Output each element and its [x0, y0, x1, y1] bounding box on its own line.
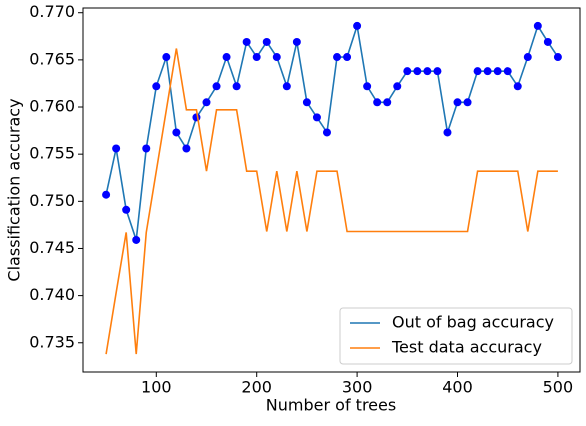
x-tick-label: 200: [241, 378, 272, 397]
point: [172, 128, 181, 137]
point: [152, 82, 161, 91]
point: [312, 113, 321, 122]
point: [423, 67, 432, 76]
point: [343, 53, 352, 62]
legend-label: Test data accuracy: [391, 338, 542, 357]
point: [102, 190, 111, 199]
point: [132, 235, 141, 244]
point: [503, 67, 512, 76]
point: [473, 67, 482, 76]
point: [363, 82, 372, 91]
point: [142, 144, 151, 153]
point: [403, 67, 412, 76]
point: [513, 82, 522, 91]
y-tick-label: 0.770: [29, 2, 75, 21]
x-tick-label: 100: [141, 378, 172, 397]
point: [413, 67, 422, 76]
legend-label: Out of bag accuracy: [392, 313, 554, 332]
point: [222, 53, 231, 62]
point: [232, 82, 241, 91]
point: [212, 82, 221, 91]
series-line: [105, 48, 558, 355]
series-line: [105, 24, 559, 241]
point: [282, 82, 291, 91]
point: [443, 128, 452, 137]
x-tick-label: 500: [543, 378, 574, 397]
point: [493, 67, 502, 76]
x-axis-label: Number of trees: [266, 396, 396, 415]
point: [182, 144, 191, 153]
y-tick-label: 0.735: [29, 332, 75, 351]
plot-frame: [82, 7, 581, 373]
y-tick-label: 0.750: [29, 191, 75, 210]
point: [302, 98, 311, 107]
point: [112, 144, 121, 153]
point: [252, 53, 261, 62]
point: [533, 21, 542, 30]
point: [543, 37, 552, 46]
point: [202, 98, 211, 107]
y-tick-label: 0.755: [29, 144, 75, 163]
legend-box: [339, 307, 573, 365]
point: [292, 37, 301, 46]
y-tick-label: 0.760: [29, 97, 75, 116]
point: [122, 205, 131, 214]
point: [383, 98, 392, 107]
y-tick-label: 0.765: [29, 49, 75, 68]
point: [272, 53, 281, 62]
point: [373, 98, 382, 107]
point: [262, 37, 271, 46]
point: [393, 82, 402, 91]
point: [353, 21, 362, 30]
point: [242, 37, 251, 46]
y-axis-label: Classification accuracy: [5, 98, 24, 281]
point: [463, 98, 472, 107]
point: [453, 98, 462, 107]
point: [322, 128, 331, 137]
point: [523, 53, 532, 62]
point: [333, 53, 342, 62]
point: [433, 67, 442, 76]
point: [483, 67, 492, 76]
y-tick-label: 0.745: [29, 238, 75, 257]
y-tick-label: 0.740: [29, 285, 75, 304]
x-tick-label: 400: [442, 378, 473, 397]
point: [553, 53, 562, 62]
x-tick-label: 300: [342, 378, 373, 397]
point: [162, 53, 171, 62]
